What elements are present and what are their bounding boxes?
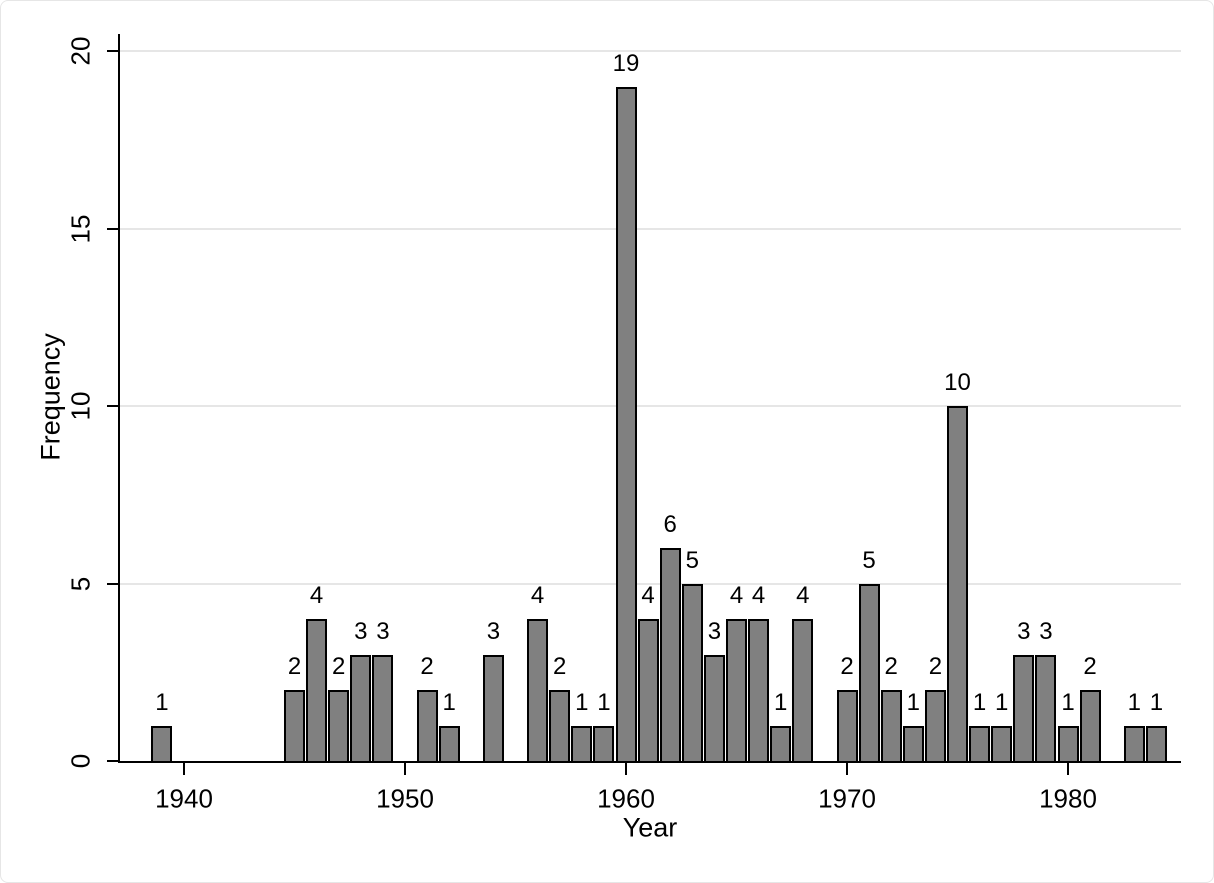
gridline-y-10: [120, 405, 1181, 407]
gridline-y-20: [120, 50, 1181, 52]
bar-value-label-1977: 1: [995, 688, 1009, 716]
bar-1961: [637, 619, 659, 763]
bar-1939: [151, 725, 173, 763]
bar-1960: [615, 86, 637, 763]
y-tick-label-0: 0: [65, 753, 96, 769]
bar-value-label-1957: 2: [553, 653, 567, 680]
bar-1952: [438, 725, 460, 763]
x-tick-1980: [1067, 763, 1069, 775]
bar-value-label-1954: 3: [486, 617, 501, 645]
bar-value-label-1961: 4: [641, 582, 655, 609]
bar-value-label-1978: 3: [1017, 617, 1031, 645]
bar-1980: [1057, 725, 1079, 763]
y-axis-line: [118, 34, 120, 763]
bar-1947: [328, 690, 350, 763]
bar-value-label-1966: 4: [751, 582, 766, 609]
bar-1968: [792, 619, 814, 763]
y-tick-label-10: 10: [65, 391, 96, 421]
x-tick-label-1940: 1940: [155, 783, 213, 814]
x-tick-label-1980: 1980: [1039, 783, 1097, 814]
bar-value-label-1968: 4: [796, 582, 810, 609]
bar-value-label-1960: 19: [612, 49, 640, 77]
y-tick-label-20: 20: [65, 36, 96, 66]
bar-value-label-1949: 3: [376, 617, 390, 645]
bar-1977: [991, 725, 1013, 763]
y-tick-label-5: 5: [65, 576, 96, 591]
bar-1959: [593, 725, 615, 763]
bar-value-label-1945: 2: [287, 653, 302, 680]
bar-1958: [571, 725, 593, 763]
bar-value-label-1973: 1: [906, 688, 920, 716]
y-tick-20: [107, 50, 118, 52]
x-tick-label-1970: 1970: [818, 783, 876, 814]
bar-value-label-1958: 1: [575, 688, 589, 716]
bar-value-label-1980: 1: [1061, 688, 1075, 716]
bar-value-label-1959: 1: [597, 688, 611, 716]
bar-value-label-1963: 5: [685, 546, 699, 574]
x-tick-label-1960: 1960: [597, 783, 655, 814]
bar-1962: [659, 548, 681, 763]
bar-value-label-1974: 2: [928, 653, 943, 680]
bar-1954: [482, 654, 504, 763]
x-tick-1950: [404, 763, 406, 775]
y-tick-10: [107, 405, 118, 407]
bar-value-label-1965: 4: [729, 582, 744, 609]
x-axis-title: Year: [622, 812, 678, 843]
bar-value-label-1976: 1: [972, 688, 987, 716]
bar-value-label-1948: 3: [354, 617, 368, 645]
bar-value-label-1970: 2: [840, 653, 854, 680]
bar-value-label-1952: 1: [442, 688, 456, 716]
y-tick-5: [107, 582, 118, 585]
bar-value-label-1972: 2: [884, 653, 898, 680]
bar-1973: [902, 725, 924, 763]
bar-value-label-1956: 4: [530, 582, 545, 609]
bar-1945: [284, 690, 305, 763]
bar-value-label-1984: 1: [1149, 688, 1164, 716]
bar-value-label-1967: 1: [774, 688, 788, 716]
bar-value-label-1975: 10: [944, 369, 971, 396]
bar-value-label-1971: 5: [862, 546, 876, 574]
bar-1983: [1123, 725, 1145, 763]
bar-value-label-1939: 1: [155, 688, 169, 716]
bar-1948: [350, 654, 372, 763]
bar-1964: [703, 654, 725, 763]
bar-1970: [836, 690, 858, 763]
bar-1984: [1145, 725, 1167, 763]
x-tick-1960: [625, 763, 627, 775]
bar-value-label-1951: 2: [420, 653, 434, 680]
bar-1967: [770, 725, 792, 763]
y-tick-label-15: 15: [65, 214, 96, 243]
bar-value-label-1983: 1: [1127, 688, 1141, 716]
bar-value-label-1964: 3: [707, 617, 722, 645]
x-axis-line: [118, 761, 1181, 763]
x-tick-label-1950: 1950: [376, 783, 434, 814]
y-axis-title: Frequency: [35, 333, 66, 461]
x-tick-1940: [183, 763, 185, 775]
y-tick-0: [107, 760, 118, 762]
bar-1976: [969, 725, 991, 763]
bar-value-label-1962: 6: [663, 511, 677, 538]
bar-value-label-1979: 3: [1039, 617, 1053, 645]
x-tick-1970: [846, 763, 848, 775]
bar-value-label-1947: 2: [332, 653, 346, 680]
bar-value-label-1981: 2: [1083, 653, 1097, 680]
y-tick-15: [107, 227, 118, 230]
gridline-y-15: [120, 227, 1181, 230]
bar-value-label-1946: 4: [309, 582, 324, 609]
gridline-y-5: [120, 582, 1181, 585]
